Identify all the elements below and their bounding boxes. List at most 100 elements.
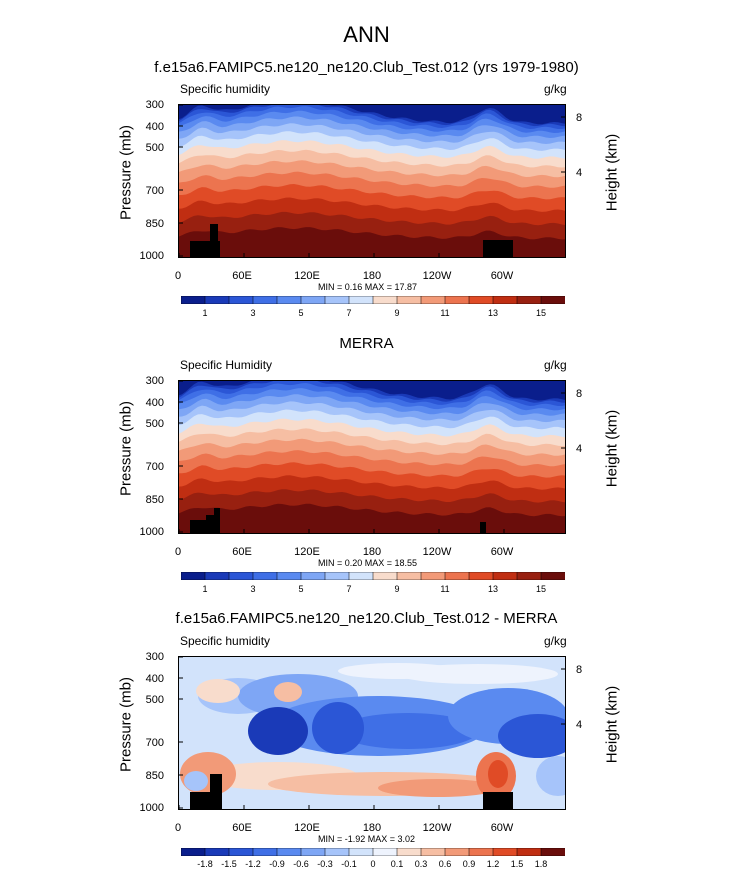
- panel-1-xtick: 120E: [294, 270, 320, 282]
- panel-1-minmax: MIN = 0.16 MAX = 17.87: [318, 282, 418, 292]
- difference-contour-blob: [274, 682, 302, 702]
- panel-1-ytick: 500: [145, 142, 164, 154]
- panel-2-ytick: 500: [145, 418, 164, 430]
- difference-contour-blob: [498, 714, 566, 758]
- panel-2-colorbar-label: 11: [440, 584, 450, 594]
- panel-3-xtick: 120E: [294, 822, 320, 834]
- panel-1-ytick: 300: [145, 99, 164, 111]
- colorbar-swatch: [420, 848, 446, 856]
- panel-3-variable-label: Specific humidity: [180, 634, 271, 648]
- panel-3-colorbar: [181, 848, 565, 856]
- panel-1-xtick: 60E: [232, 270, 252, 282]
- colorbar-swatch: [444, 572, 470, 580]
- panel-1-xtick: 180: [362, 270, 382, 282]
- panel-1-xtick: 0: [174, 270, 182, 282]
- panel-1-variable-label: Specific humidity: [180, 82, 271, 96]
- panel-3-y2tick: 4: [576, 719, 583, 731]
- panel-2-ylabel: Pressure (mb): [117, 400, 135, 497]
- panel-2-minmax: MIN = 0.20 MAX = 18.55: [318, 558, 418, 568]
- colorbar-swatch: [444, 848, 470, 856]
- colorbar-swatch: [468, 296, 494, 304]
- panel-3-ytick: 1000: [139, 802, 164, 814]
- panel-2-colorbar-label: 13: [487, 584, 498, 594]
- panel-1-plot: [178, 104, 566, 258]
- colorbar-swatch: [396, 296, 422, 304]
- colorbar-swatch: [204, 572, 230, 580]
- colorbar-swatch: [540, 848, 565, 856]
- colorbar-swatch: [372, 572, 398, 580]
- panel-2-colorbar-label: 1: [202, 584, 208, 594]
- panel-2-ytick: 850: [145, 494, 164, 506]
- panel-3-xtick: 0: [174, 822, 182, 834]
- colorbar-swatch: [348, 848, 374, 856]
- panel-3-ytick: 700: [145, 737, 164, 749]
- colorbar-swatch: [348, 296, 374, 304]
- panel-3-colorbar-label: 1.8: [534, 859, 548, 869]
- plot-frame: [178, 380, 566, 534]
- panel-2-colorbar-label: 7: [346, 584, 352, 594]
- plot-frame: [178, 656, 566, 810]
- colorbar-swatch: [468, 572, 494, 580]
- panel-1-ytick: 400: [145, 121, 164, 133]
- panel-2-colorbar-label: 15: [535, 584, 546, 594]
- colorbar-swatch: [516, 572, 542, 580]
- panel-3-colorbar-label: 0.6: [438, 859, 452, 869]
- panel-1-title: f.e15a6.FAMIPC5.ne120_ne120.Club_Test.01…: [154, 59, 579, 76]
- panel-3-ytick: 500: [145, 694, 164, 706]
- colorbar-swatch: [516, 848, 542, 856]
- panel-3-colorbar-label: 0.1: [390, 859, 404, 869]
- terrain-mask: [483, 792, 513, 810]
- panel-1-colorbar-label: 3: [250, 308, 256, 318]
- panel-1-colorbar-label: 9: [394, 308, 400, 318]
- panel-2-xtick: 120E: [294, 546, 320, 558]
- panel-3-plot: [178, 656, 566, 810]
- colorbar-swatch: [300, 572, 326, 580]
- colorbar-swatch: [300, 296, 326, 304]
- panel-1-ytick: 850: [145, 218, 164, 230]
- panel-1-colorbar-label: 1: [202, 308, 208, 318]
- panel-1-ytick: 1000: [139, 250, 164, 262]
- colorbar-swatch: [372, 296, 398, 304]
- terrain-mask: [210, 224, 218, 258]
- colorbar-swatch: [420, 572, 446, 580]
- terrain-mask: [480, 522, 486, 534]
- panel-2-colorbar-label: 3: [250, 584, 256, 594]
- panel-1-y2tick: 8: [576, 112, 583, 124]
- colorbar-swatch: [252, 296, 278, 304]
- panel-2-ytick: 1000: [139, 526, 164, 538]
- panel-3-y2tick: 8: [576, 664, 583, 676]
- panel-1-colorbar-label: 5: [298, 308, 304, 318]
- colorbar-swatch: [300, 848, 326, 856]
- colorbar-swatch: [468, 848, 494, 856]
- terrain-mask: [210, 774, 222, 810]
- colorbar-swatch: [396, 572, 422, 580]
- panel-1-units-label: g/kg: [544, 82, 567, 96]
- panel-3-colorbar-label: -0.9: [269, 859, 285, 869]
- main-title: ANN: [343, 22, 390, 47]
- colorbar-swatch: [492, 572, 518, 580]
- colorbar-swatch: [444, 296, 470, 304]
- panel-2-colorbar-label: 9: [394, 584, 400, 594]
- panel-3-colorbar-label: 0.3: [414, 859, 428, 869]
- panel-1-colorbar-label: 13: [487, 308, 498, 318]
- panel-3-colorbar-label: 1.5: [510, 859, 524, 869]
- panel-1-colorbar: [181, 296, 565, 304]
- colorbar-swatch: [348, 572, 374, 580]
- panel-2-xtick: 60E: [232, 546, 252, 558]
- colorbar-swatch: [492, 848, 518, 856]
- colorbar-swatch: [324, 848, 350, 856]
- panel-1-colorbar-label: 15: [535, 308, 546, 318]
- plot-frame: [178, 104, 566, 258]
- panel-3-colorbar-label: -0.3: [317, 859, 333, 869]
- colorbar-swatch: [181, 572, 206, 580]
- panel-3-xtick: 60W: [490, 822, 514, 834]
- panel-1-ylabel: Pressure (mb): [117, 124, 135, 221]
- colorbar-swatch: [324, 296, 350, 304]
- panel-1-y2tick: 4: [576, 167, 583, 179]
- panel-1-colorbar-label: 7: [346, 308, 352, 318]
- colorbar-swatch: [252, 572, 278, 580]
- panel-3-colorbar-label: -0.1: [341, 859, 357, 869]
- panel-3-xtick: 60E: [232, 822, 252, 834]
- panel-2-y2tick: 4: [576, 443, 583, 455]
- colorbar-swatch: [276, 296, 302, 304]
